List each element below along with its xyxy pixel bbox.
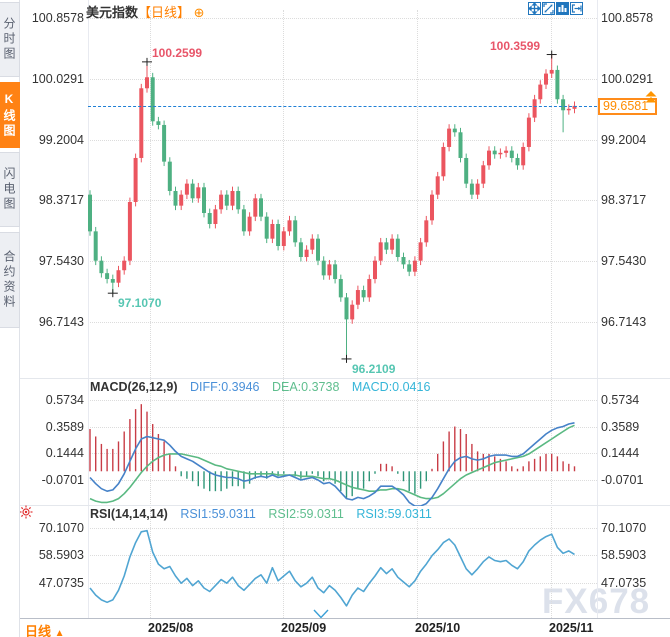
chart-header: 美元指数【日线】 ⊕ [86,2,205,21]
macd-macd-value: MACD:0.0416 [351,380,431,394]
gridline-h [88,322,597,323]
sidebar-item-4[interactable]: 合约资料 [0,232,20,328]
axis-label-left: 70.1070 [38,521,84,535]
period-tag: 【日线】 [138,5,191,20]
symbol-title: 美元指数 [86,5,139,20]
current-price-tag: 99.6581 [598,98,657,115]
fit-scale-icon[interactable] [542,2,555,15]
sidebar: 分时图 K线图闪电图合约资料 [0,0,20,637]
gridline-h [88,583,597,584]
macd-diff-value: DIFF:0.3946 [190,380,260,394]
gridline-v [283,10,284,618]
sidebar-item-1[interactable]: 分时图 [0,2,20,77]
gridline-h [88,200,597,201]
macd-chart[interactable] [88,380,597,506]
axis-label-left: 0.5734 [45,393,84,407]
axis-label-right: 97.5430 [601,254,647,268]
axis-label-left: 100.0291 [31,72,84,86]
axis-label-left: 0.3589 [45,420,84,434]
axis-label-left: -0.0701 [41,473,84,487]
gridline-h [88,400,597,401]
axis-label-right: 99.2004 [601,133,647,147]
axis-label-right: 0.1444 [601,446,640,460]
rsi3-value: RSI3:59.0311 [356,507,432,521]
panel-separator [20,378,670,379]
axis-label-right: 96.7143 [601,315,647,329]
scroll-down-marker-icon[interactable] [313,606,329,624]
axis-label-right: 70.1070 [601,521,647,535]
axis-label-left: 0.1444 [45,446,84,460]
chart-toolbar [528,2,583,15]
price-annotation: 100.3599 [490,39,541,53]
price-annotation: 97.1070 [118,296,162,310]
axis-label-right: -0.0701 [601,473,644,487]
time-axis-bar: 日线 ▲ 2025/08 2025/09 2025/10 2025/11 [20,618,670,637]
gridline-v [417,10,418,618]
sidebar-item-2[interactable]: K线图 [0,82,20,148]
axis-label-right: 100.8578 [601,11,654,25]
axis-label-right: 98.3717 [601,193,647,207]
candlestick-chart[interactable] [88,0,597,378]
gridline-v [551,10,552,618]
exit-view-icon[interactable] [570,2,583,15]
date-label: 2025/10 [415,621,461,635]
chart-style-icon[interactable] [556,2,569,15]
axis-label-left: 47.0735 [38,576,84,590]
axis-label-left: 98.3717 [38,193,84,207]
period-selector[interactable]: 日线 ▲ [25,621,65,637]
panel-separator [20,505,670,506]
axis-label-right: 0.5734 [601,393,640,407]
rsi-chart[interactable] [88,506,597,618]
price-annotation: 96.2109 [352,362,396,376]
axis-label-left: 97.5430 [38,254,84,268]
period-arrow-icon: ▲ [54,628,65,637]
gridline-h [88,140,597,141]
sidebar-item-3[interactable]: 闪电图 [0,152,20,227]
axis-label-right: 0.3589 [601,420,640,434]
gridline-h [88,528,597,529]
crosshair-icon[interactable] [528,2,541,15]
rsi2-value: RSI2:59.0311 [268,507,344,521]
plot-left-border [88,0,89,618]
price-annotation: 100.2599 [152,46,203,60]
gridline-h [88,480,597,481]
date-label: 2025/09 [281,621,327,635]
plot-right-border [597,0,598,618]
indicator-settings-icon[interactable] [19,505,33,524]
gridline-h [88,453,597,454]
axis-label-left: 96.7143 [38,315,84,329]
date-label: 2025/11 [549,621,594,635]
watermark-logo: FX678 [542,582,651,621]
add-indicator-icon[interactable]: ⊕ [193,5,205,20]
rsi1-value: RSI1:59.0311 [180,507,256,521]
rsi-title: RSI(14,14,14) [90,507,168,521]
gridline-v [150,10,151,618]
gridline-h [88,18,597,19]
gridline-h [88,555,597,556]
gridline-h [88,261,597,262]
axis-label-right: 47.0735 [601,576,647,590]
date-label: 2025/08 [148,621,194,635]
axis-label-right: 58.5903 [601,548,647,562]
axis-label-left: 99.2004 [38,133,84,147]
period-label: 日线 [25,624,52,637]
price-up-arrow-icon [645,91,657,109]
macd-dea-value: DEA:0.3738 [271,380,340,394]
gridline-h [88,79,597,80]
macd-header: MACD(26,12,9) DIFF:0.3946 DEA:0.3738 MAC… [90,380,430,394]
axis-label-right: 100.0291 [601,72,654,86]
gridline-h [88,427,597,428]
axis-label-left: 58.5903 [38,548,84,562]
axis-label-left: 100.8578 [31,11,84,25]
current-price-dashed-line [88,106,597,107]
rsi-header: RSI(14,14,14) RSI1:59.0311 RSI2:59.0311 … [90,507,432,521]
macd-title: MACD(26,12,9) [90,380,178,394]
